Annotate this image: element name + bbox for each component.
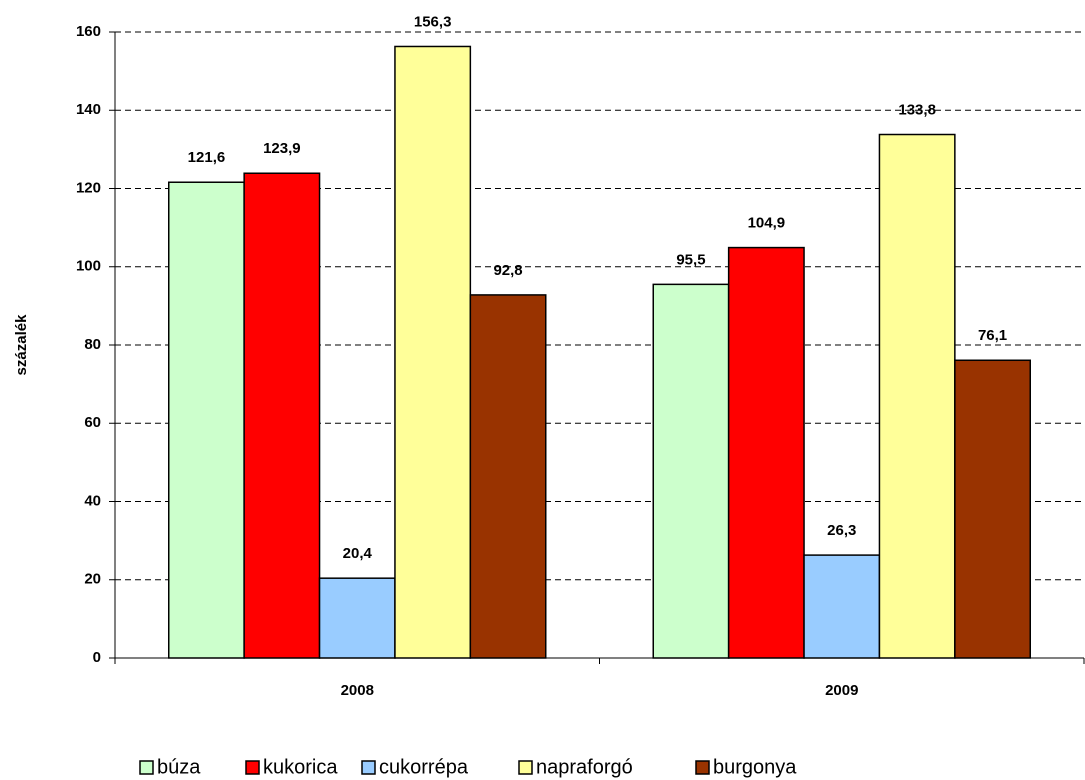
legend-swatch — [695, 760, 710, 775]
bar — [469, 294, 547, 659]
bar — [243, 172, 321, 659]
y-tick-label: 40 — [84, 492, 101, 509]
bar — [803, 554, 881, 659]
bar — [168, 181, 245, 659]
y-tick-label: 80 — [84, 336, 101, 353]
value-label: 104,9 — [748, 215, 786, 232]
value-label: 133,8 — [898, 101, 936, 118]
legend-label: napraforgó — [536, 756, 633, 778]
value-label: 76,1 — [978, 327, 1007, 344]
y-tick-label: 140 — [76, 101, 101, 118]
value-label: 92,8 — [493, 262, 522, 279]
legend-swatch — [361, 760, 376, 775]
value-label: 26,3 — [827, 522, 856, 539]
bar — [878, 133, 956, 659]
legend-label: búza — [157, 756, 201, 778]
legend-swatch — [518, 760, 533, 775]
y-tick-label: 0 — [93, 649, 101, 666]
y-tick-label: 160 — [76, 23, 101, 40]
legend-label: cukorrépa — [379, 756, 469, 778]
legend-label: burgonya — [713, 756, 797, 778]
x-tick-label: 2009 — [825, 682, 858, 699]
bar — [954, 359, 1031, 659]
legend-swatch — [139, 760, 154, 775]
bar — [394, 45, 472, 659]
value-label: 121,6 — [188, 149, 226, 166]
legend-swatch — [245, 760, 260, 775]
y-tick-label: 60 — [84, 414, 101, 431]
y-tick-label: 20 — [84, 571, 101, 588]
bar — [652, 283, 730, 659]
value-label: 95,5 — [676, 251, 705, 268]
y-axis-label: százalék — [13, 314, 30, 376]
y-tick-label: 120 — [76, 179, 101, 196]
legend-label: kukorica — [263, 756, 338, 778]
y-tick-label: 100 — [76, 258, 101, 275]
value-label: 156,3 — [414, 13, 452, 30]
value-label: 123,9 — [263, 140, 301, 157]
bar — [727, 246, 805, 659]
bar — [318, 577, 396, 659]
value-label: 20,4 — [343, 545, 373, 562]
x-tick-label: 2008 — [341, 682, 374, 699]
